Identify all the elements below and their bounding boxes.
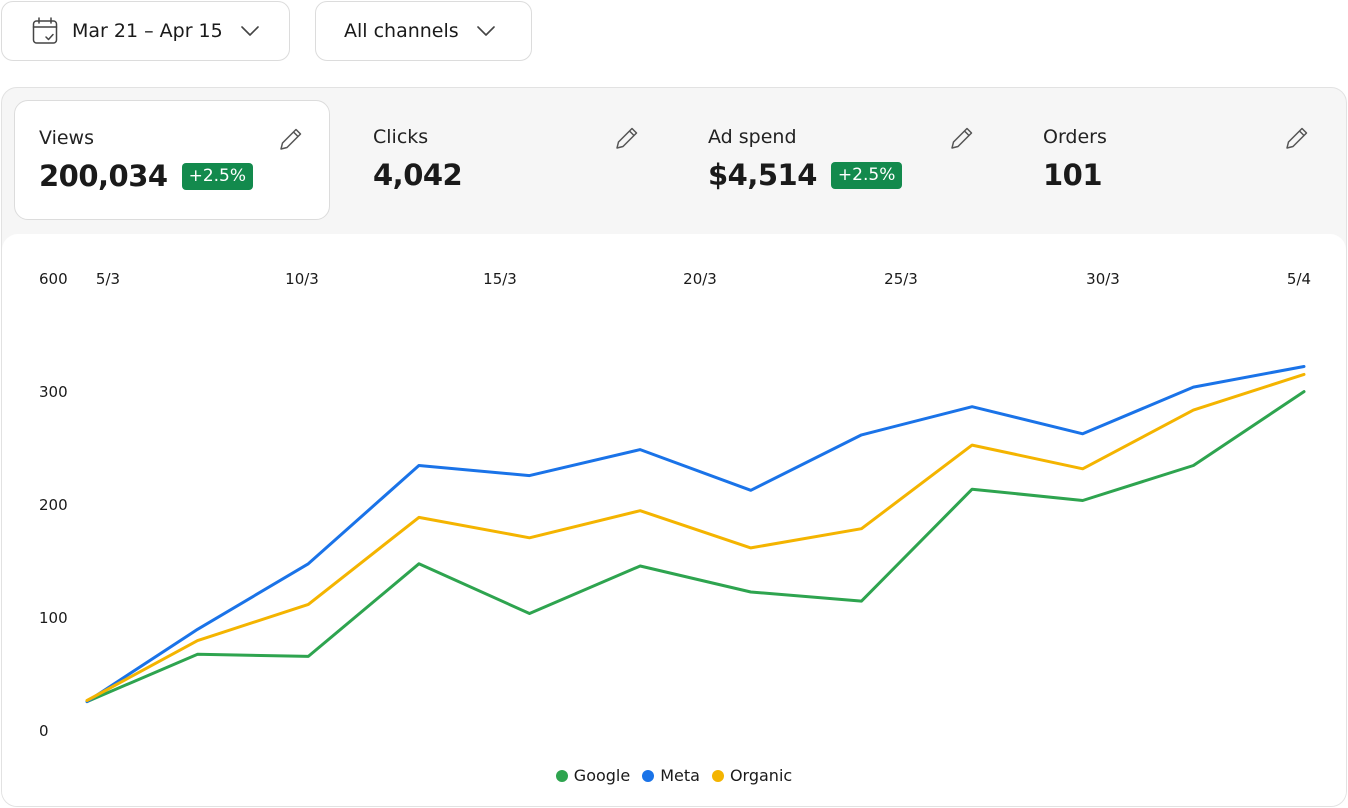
change-badge: +2.5% [830,161,903,189]
y-tick-label: 600 [39,270,68,288]
x-tick-label: 5/3 [96,270,120,288]
chevron-down-icon [240,26,259,36]
stat-card-views[interactable]: Views 200,034 +2.5% [14,100,330,220]
stat-card-ad-spend[interactable]: Ad spend $4,514 +2.5% [684,100,1000,220]
date-range-label: Mar 21 – Apr 15 [72,20,223,42]
y-tick-label: 100 [39,609,68,627]
date-range-dropdown[interactable]: Mar 21 – Apr 15 [1,1,290,61]
x-axis: 5/3 10/3 15/3 20/3 25/3 30/3 5/4 [96,270,1311,288]
chart-canvas: 0 100 200 300 600 5/3 10/3 15/3 20/3 25/3 30/3 5/4 [39,270,1311,740]
legend-label: Meta [660,766,700,785]
stats-row: Views 200,034 +2.5% Clicks 4,042 [2,88,1346,234]
stat-value: $4,514 [708,158,817,192]
legend-item-organic[interactable]: Organic [711,766,793,785]
chevron-down-icon [476,26,495,36]
legend-dot-icon [642,769,655,782]
stat-value: 4,042 [373,158,463,192]
y-axis: 0 100 200 300 600 [39,270,68,740]
stat-card-orders[interactable]: Orders 101 [1019,100,1335,220]
x-tick-label: 25/3 [884,270,918,288]
series-line-google [85,390,1306,704]
x-tick-label: 30/3 [1086,270,1120,288]
stat-value: 200,034 [39,159,168,193]
y-tick-label: 200 [39,496,68,514]
stat-card-clicks[interactable]: Clicks 4,042 [349,100,665,220]
legend-item-meta[interactable]: Meta [642,766,700,785]
legend-dot-icon [555,769,568,782]
stat-label: Views [39,127,94,149]
x-tick-label: 15/3 [483,270,517,288]
pencil-icon[interactable] [1283,124,1311,152]
pencil-icon[interactable] [613,124,641,152]
legend-label: Google [573,766,631,785]
series-lines [85,365,1306,704]
series-line-organic [85,372,1306,702]
x-tick-label: 20/3 [683,270,717,288]
legend-item-google[interactable]: Google [555,766,631,785]
stat-label: Orders [1043,126,1107,148]
pencil-icon[interactable] [948,124,976,152]
legend-dot-icon [711,769,724,782]
line-chart: 0 100 200 300 600 5/3 10/3 15/3 20/3 25/3 30/3 5/4… [2,234,1346,806]
x-tick-label: 5/4 [1287,270,1311,288]
change-badge: +2.5% [181,162,254,190]
legend-label: Organic [729,766,793,785]
channel-dropdown[interactable]: All channels [315,1,532,61]
calendar-icon [32,17,58,45]
series-line-meta [85,365,1306,704]
pencil-icon[interactable] [277,125,305,153]
analytics-panel: Views 200,034 +2.5% Clicks 4,042 [1,87,1347,807]
stat-value: 101 [1043,158,1103,192]
y-tick-label: 300 [39,383,68,401]
stat-label: Ad spend [708,126,797,148]
chart-legend: Google Meta Organic [2,766,1346,785]
stat-label: Clicks [373,126,429,148]
y-tick-label: 0 [39,722,49,740]
channel-label: All channels [344,20,459,42]
x-tick-label: 10/3 [285,270,319,288]
